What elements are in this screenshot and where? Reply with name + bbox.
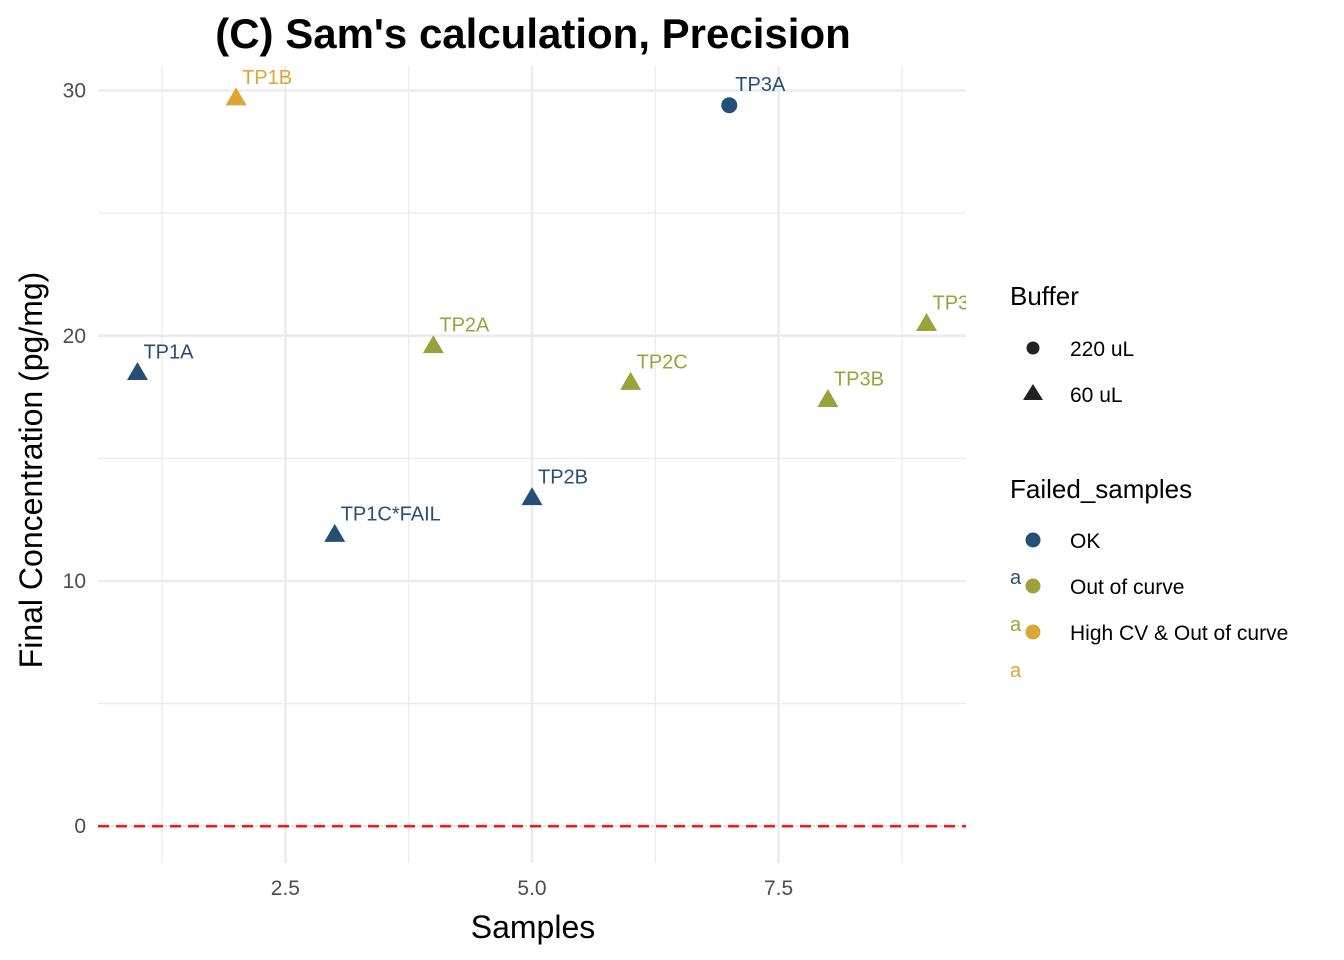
legend-text-key-high-cv: a: [1010, 660, 1022, 682]
legend-out-of-curve: Out of curve: [1070, 576, 1184, 599]
legend-text-key-out-of-curve: a: [1010, 614, 1022, 636]
data-label: TP1B: [242, 67, 292, 89]
data-point-triangle: [620, 371, 642, 390]
legend-ok-swatch: [1025, 532, 1041, 548]
data-point-triangle: [521, 487, 543, 506]
legend-ok: OK: [1070, 530, 1100, 553]
legend-out-of-curve-swatch: [1025, 578, 1041, 594]
data-point-triangle: [817, 389, 839, 408]
x-tick-label: 7.5: [764, 877, 793, 900]
data-label: TP3B: [834, 369, 884, 391]
data-point-triangle: [126, 362, 148, 381]
legend-buffer-220: 220 uL: [1070, 338, 1134, 361]
data-label: TP2A: [439, 315, 490, 337]
x-axis-title: Samples: [471, 909, 596, 945]
y-tick-label: 0: [74, 815, 86, 838]
legend-circle-icon: [1026, 341, 1040, 355]
data-label: TP3A: [735, 74, 786, 96]
y-tick-label: 10: [63, 570, 86, 593]
y-tick-label: 30: [63, 80, 86, 103]
grid: [98, 66, 966, 863]
legend-high-cv-swatch: [1025, 624, 1041, 640]
y-tick-label: 20: [63, 325, 86, 348]
data-point-triangle: [422, 335, 444, 354]
legend: Buffer 220 uL 60 uL Failed_samples OK Ou…: [1010, 281, 1288, 682]
y-axis-title: Final Concentration (pg/mg): [13, 272, 49, 669]
x-tick-label: 2.5: [271, 877, 300, 900]
data-label: TP2C: [637, 351, 688, 373]
legend-buffer-title: Buffer: [1010, 281, 1079, 311]
legend-triangle-icon: [1023, 384, 1043, 400]
legend-high-cv: High CV & Out of curve: [1070, 622, 1288, 645]
data-point-triangle: [225, 87, 247, 106]
x-tick-label: 5.0: [517, 877, 546, 900]
data-label: TP1C*FAIL: [341, 503, 441, 525]
axes: 2.5 5.0 7.5 0 10 20 30: [63, 80, 794, 900]
legend-buffer-60: 60 uL: [1070, 384, 1123, 407]
data-point-triangle: [324, 523, 346, 542]
point-labels: TP1A TP1B TP1C*FAIL TP2A TP2B TP2C TP3A TP3B TP3: [143, 67, 970, 526]
legend-text-key-ok: a: [1010, 567, 1022, 589]
data-point-circle: [721, 97, 738, 114]
data-points: [126, 87, 938, 542]
data-point-triangle: [916, 312, 938, 331]
data-label: TP3: [933, 292, 970, 314]
chart-title: (C) Sam's calculation, Precision: [215, 10, 851, 57]
data-label: TP2B: [538, 467, 588, 489]
legend-failed-title: Failed_samples: [1010, 474, 1192, 504]
data-label: TP1A: [143, 342, 194, 364]
